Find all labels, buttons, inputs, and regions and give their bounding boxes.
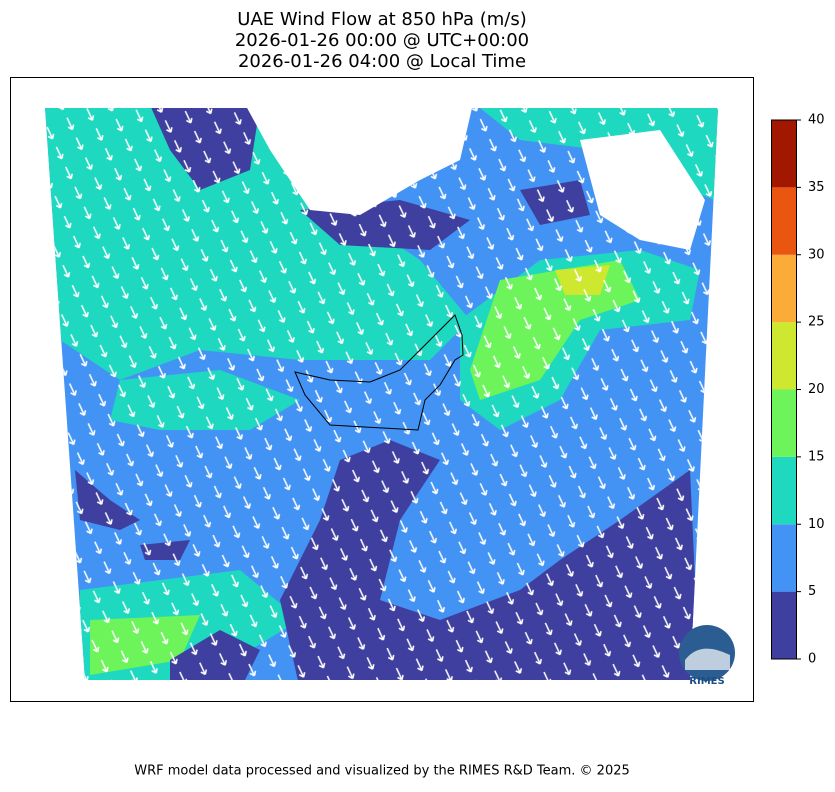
no-data xyxy=(240,108,475,215)
color-bin xyxy=(771,254,797,323)
title-line: 2026-01-26 00:00 @ UTC+00:00 xyxy=(235,30,529,51)
tick-label: 15 xyxy=(808,449,825,464)
color-bin xyxy=(771,187,797,255)
colorbar-frame xyxy=(771,119,797,660)
color-bin xyxy=(771,389,797,457)
tick-label: 25 xyxy=(808,315,825,330)
tick-label: 0 xyxy=(808,652,816,667)
color-bin xyxy=(771,456,797,525)
color-bin xyxy=(771,591,797,659)
tick-label: 10 xyxy=(808,517,825,532)
color-bin xyxy=(771,120,797,188)
tick-label: 5 xyxy=(808,584,816,599)
logo-text: RIMES xyxy=(689,676,724,687)
title-line: UAE Wind Flow at 850 hPa (m/s) xyxy=(237,9,526,30)
logo: RIMES xyxy=(679,625,735,687)
no-data xyxy=(580,130,705,250)
wind-field xyxy=(45,108,718,680)
tick-label: 20 xyxy=(808,382,825,397)
color-bin xyxy=(771,322,797,390)
colorbar: 0 5 10 15 20 25 30 35 40 xyxy=(771,113,825,667)
tick-label: 30 xyxy=(808,247,825,262)
uae-border xyxy=(294,314,464,431)
footer: WRF model data processed and visualized … xyxy=(134,764,630,779)
tick-label: 35 xyxy=(808,180,825,195)
logo-wave xyxy=(685,648,730,670)
tick-label: 40 xyxy=(808,113,825,128)
title-line: 2026-01-26 04:00 @ Local Time xyxy=(238,51,526,72)
map-frame xyxy=(10,77,754,702)
color-bin xyxy=(771,524,797,592)
